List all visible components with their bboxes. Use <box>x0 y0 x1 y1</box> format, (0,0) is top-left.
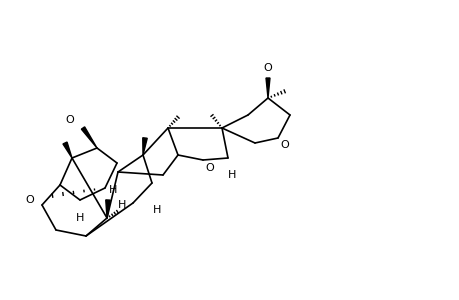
Text: O: O <box>66 115 74 125</box>
Text: H: H <box>118 200 126 210</box>
Text: H: H <box>76 213 84 223</box>
Text: O: O <box>263 63 272 73</box>
Text: O: O <box>26 195 34 205</box>
Text: O: O <box>280 140 289 150</box>
Polygon shape <box>63 142 72 158</box>
Polygon shape <box>265 78 269 98</box>
Text: H: H <box>227 170 235 180</box>
Text: H: H <box>152 205 161 215</box>
Polygon shape <box>106 200 110 218</box>
Polygon shape <box>142 138 147 155</box>
Polygon shape <box>81 127 97 148</box>
Text: H: H <box>109 185 117 195</box>
Text: O: O <box>205 163 214 173</box>
